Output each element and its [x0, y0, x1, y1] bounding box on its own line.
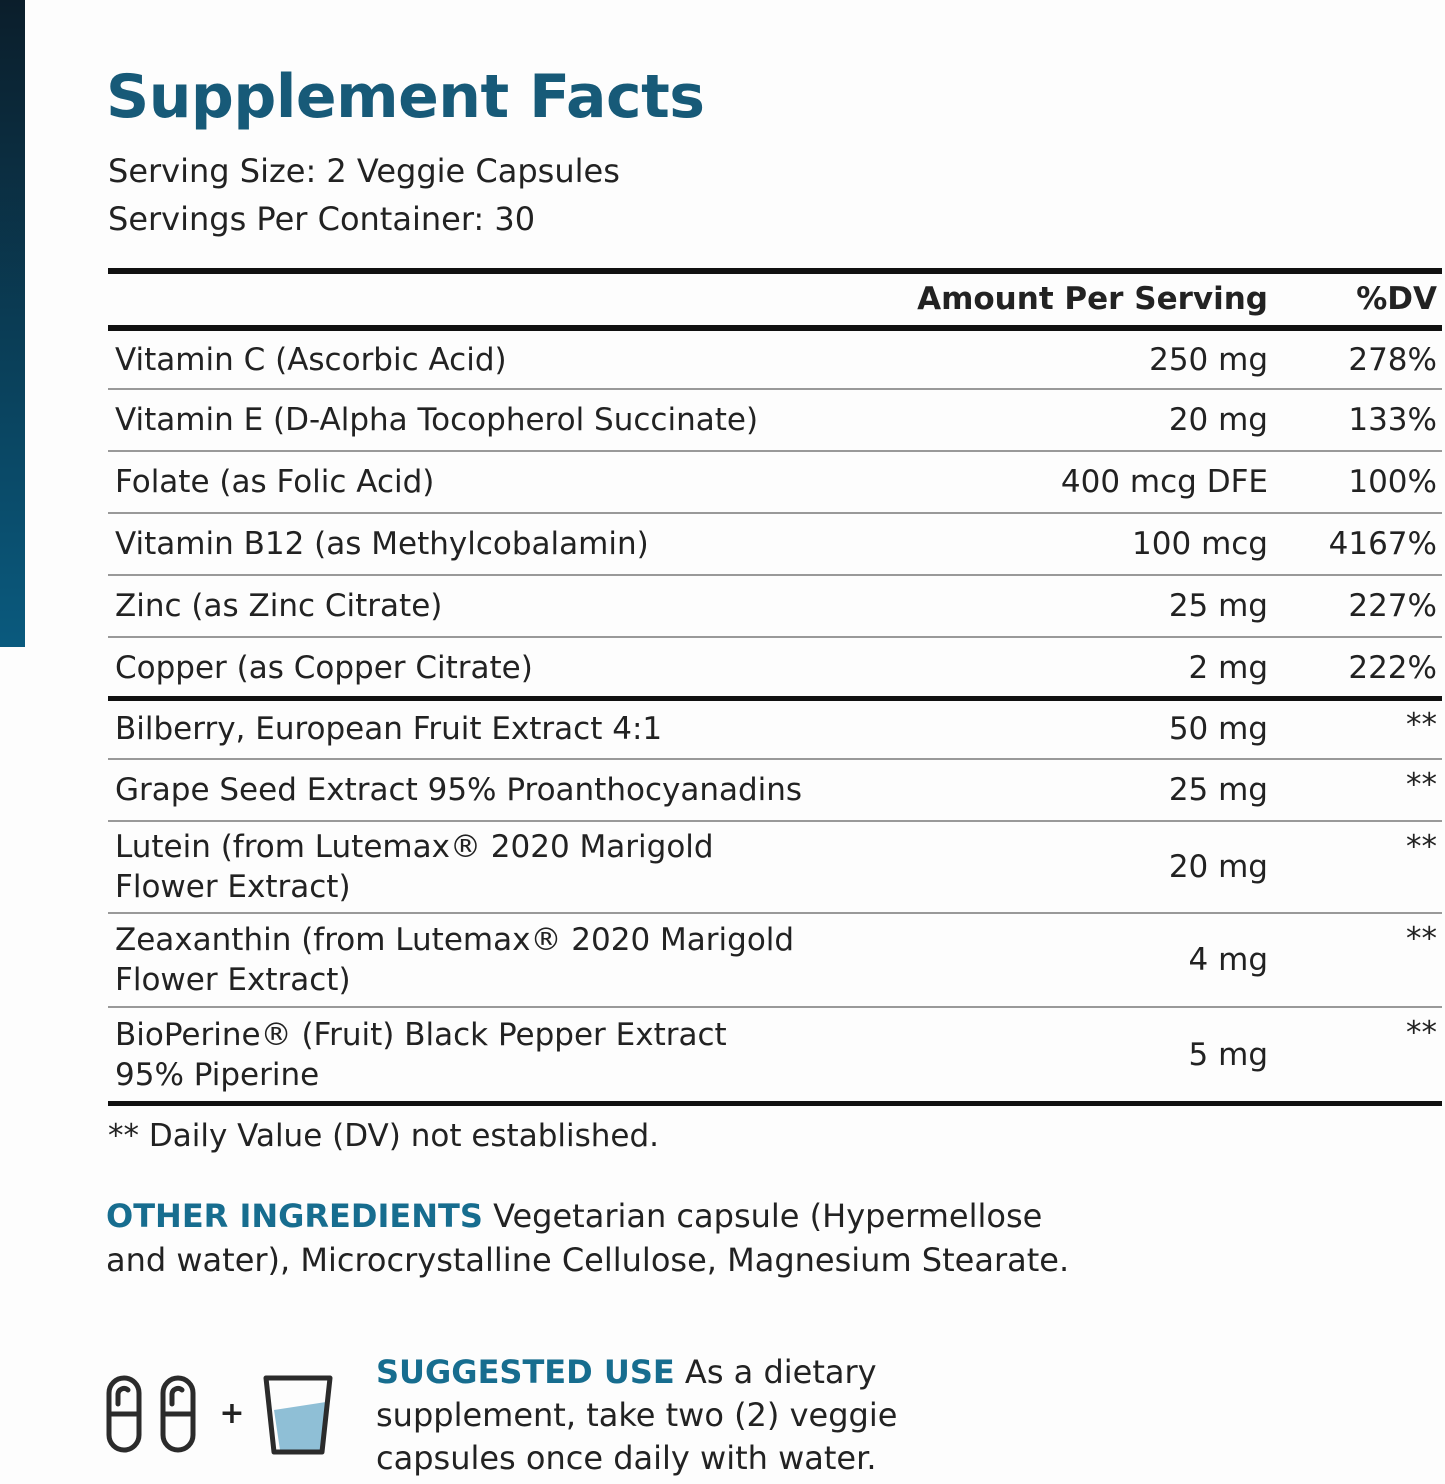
servings-per-container: Servings Per Container: 30	[108, 200, 536, 238]
daily-value: 227%	[1348, 588, 1437, 624]
footnote: ** Daily Value (DV) not established.	[108, 1118, 660, 1154]
amount: 25 mg	[1168, 772, 1268, 808]
rule-thin	[108, 388, 1442, 390]
header-dv: %DV	[1356, 281, 1437, 317]
rule-thick	[108, 696, 1442, 701]
ingredient-name: Vitamin B12 (as Methylcobalamin)	[115, 526, 649, 562]
ingredient-name: Bilberry, European Fruit Extract 4:1	[115, 711, 663, 747]
plus: +	[219, 1396, 244, 1431]
daily-value: 4167%	[1328, 526, 1437, 562]
ingredient-name: Lutein (from Lutemax® 2020 Marigold	[115, 829, 714, 865]
ingredient-name: Folate (as Folic Acid)	[115, 464, 435, 500]
serving-size: Serving Size: 2 Veggie Capsules	[108, 152, 620, 190]
rule-thin	[108, 1006, 1442, 1008]
amount: 20 mg	[1168, 849, 1268, 885]
suggested-use: SUGGESTED USE As a dietary supplement, t…	[376, 1351, 897, 1480]
ingredient-name: Flower Extract)	[115, 962, 351, 998]
title: Supplement Facts	[106, 62, 705, 132]
daily-value: **	[1406, 829, 1437, 865]
other-ingredients-text: Vegetarian capsule (Hypermellose	[493, 1197, 1043, 1235]
ingredient-name: Copper (as Copper Citrate)	[115, 650, 533, 686]
amount: 250 mg	[1149, 341, 1268, 378]
rule-thick	[108, 268, 1442, 274]
ingredient-name: Flower Extract)	[115, 869, 351, 905]
rule-thin	[108, 636, 1442, 638]
suggested-use-label: SUGGESTED USE	[376, 1353, 675, 1391]
rule-thin	[108, 912, 1442, 914]
amount: 20 mg	[1168, 402, 1268, 438]
rule-thin	[108, 512, 1442, 514]
daily-value: 278%	[1348, 341, 1437, 378]
amount: 50 mg	[1168, 711, 1268, 747]
amount: 100 mcg	[1132, 526, 1268, 562]
daily-value: 222%	[1348, 650, 1437, 686]
daily-value: **	[1406, 707, 1437, 743]
amount: 400 mcg DFE	[1060, 464, 1268, 500]
suggested-use-text: supplement, take two (2) veggie	[376, 1396, 898, 1434]
rule-thin	[108, 574, 1442, 576]
ingredient-name: Zeaxanthin (from Lutemax® 2020 Marigold	[115, 922, 795, 958]
side-bar	[0, 0, 25, 647]
amount: 2 mg	[1188, 650, 1268, 686]
amount: 25 mg	[1168, 588, 1268, 624]
rule-thin	[108, 450, 1442, 452]
daily-value: 100%	[1348, 464, 1437, 500]
rule-thin	[108, 758, 1442, 760]
amount: 4 mg	[1188, 942, 1268, 978]
daily-value: 133%	[1348, 402, 1437, 438]
ingredient-name: Zinc (as Zinc Citrate)	[115, 588, 443, 624]
other-ingredients-label: OTHER INGREDIENTS	[106, 1197, 483, 1235]
rule-thick	[108, 1101, 1442, 1106]
header-amount: Amount Per Serving	[917, 281, 1268, 317]
ingredient-name: 95% Piperine	[115, 1057, 320, 1093]
ingredient-name: Vitamin C (Ascorbic Acid)	[115, 341, 507, 378]
amount: 5 mg	[1188, 1037, 1268, 1073]
ingredient-name: BioPerine® (Fruit) Black Pepper Extract	[115, 1017, 727, 1053]
use-icons: +	[106, 1375, 333, 1455]
daily-value: **	[1406, 921, 1437, 957]
other-ingredients: OTHER INGREDIENTS Vegetarian capsule (Hy…	[106, 1194, 1069, 1282]
suggested-use-text: As a dietary	[684, 1353, 877, 1391]
rule-thick	[108, 325, 1442, 331]
daily-value: **	[1406, 767, 1437, 803]
ingredient-name: Grape Seed Extract 95% Proanthocyanadins	[115, 772, 803, 808]
suggested-use-text: capsules once daily with water.	[376, 1439, 877, 1477]
ingredient-name: Vitamin E (D-Alpha Tocopherol Succinate)	[115, 402, 759, 438]
rule-thin	[108, 820, 1442, 822]
other-ingredients-text: and water), Microcrystalline Cellulose, …	[106, 1241, 1070, 1279]
daily-value: **	[1406, 1015, 1437, 1051]
